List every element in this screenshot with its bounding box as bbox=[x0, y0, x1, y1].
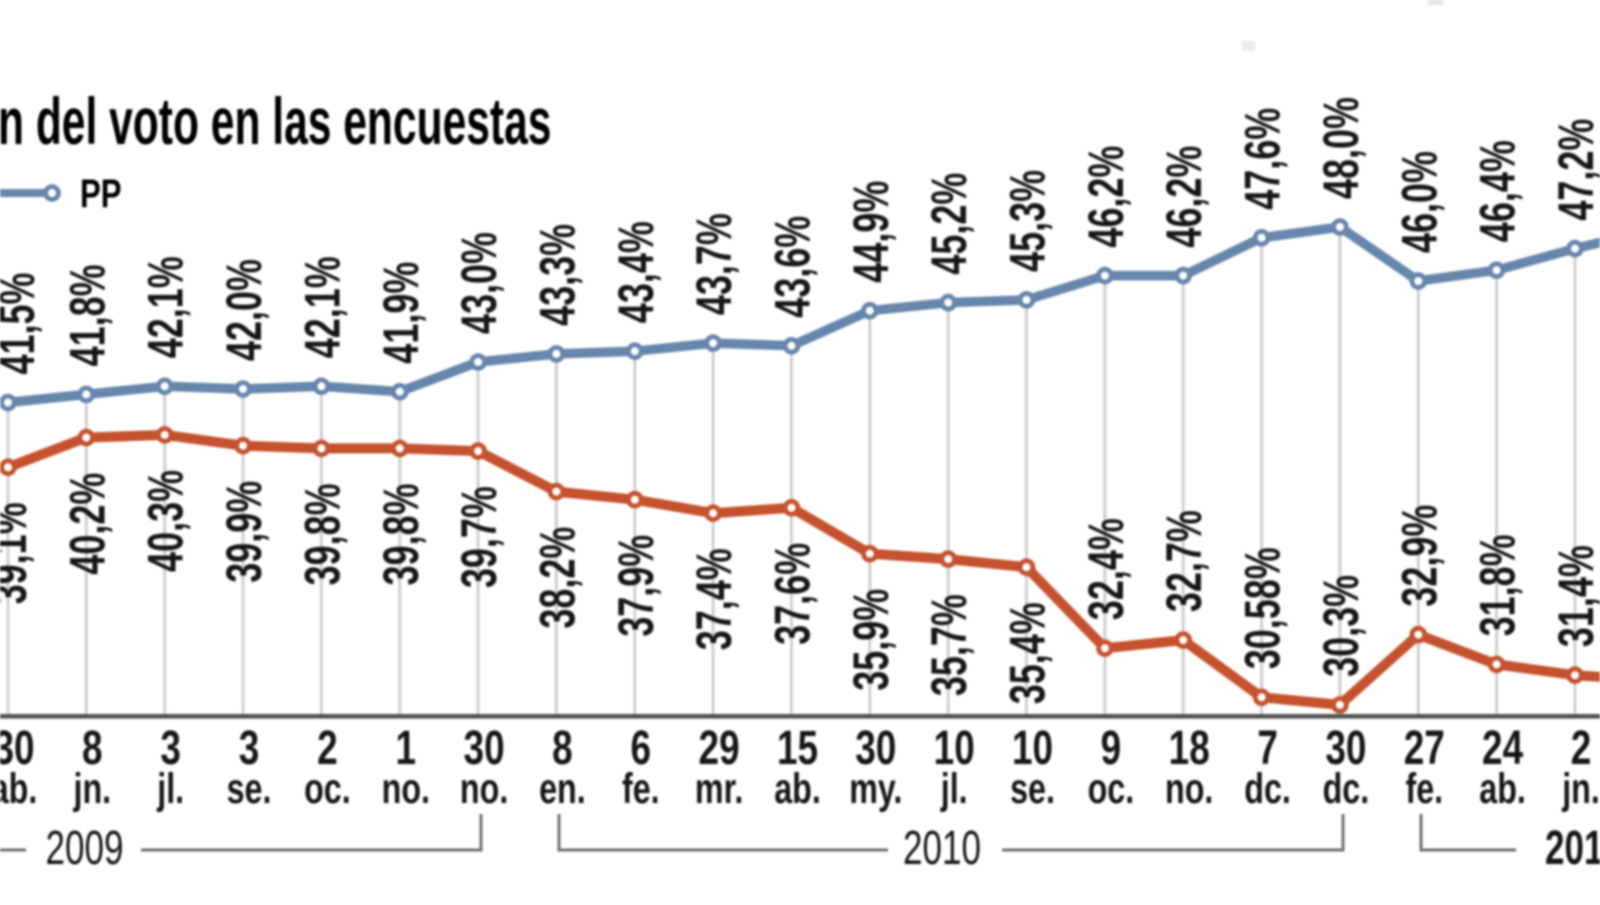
svg-text:no.: no. bbox=[460, 766, 508, 814]
svg-text:39,7%: 39,7% bbox=[452, 486, 507, 588]
svg-text:30: 30 bbox=[1325, 721, 1366, 775]
svg-text:8: 8 bbox=[552, 721, 573, 775]
svg-text:42,1%: 42,1% bbox=[139, 256, 194, 358]
svg-text:47,6%: 47,6% bbox=[1236, 108, 1291, 210]
svg-text:35,9%: 35,9% bbox=[844, 589, 899, 691]
svg-text:46,0%: 46,0% bbox=[1393, 151, 1448, 253]
svg-text:43,7%: 43,7% bbox=[687, 213, 742, 315]
svg-text:32,9%: 32,9% bbox=[1393, 505, 1448, 607]
svg-text:38,2%: 38,2% bbox=[531, 527, 586, 629]
svg-text:45,3%: 45,3% bbox=[1001, 170, 1056, 272]
svg-text:47,2%: 47,2% bbox=[1549, 119, 1600, 221]
svg-text:2009: 2009 bbox=[46, 821, 124, 875]
svg-text:18: 18 bbox=[1169, 721, 1210, 775]
svg-text:2011: 2011 bbox=[1545, 821, 1600, 875]
svg-text:se.: se. bbox=[1010, 766, 1055, 814]
svg-text:2: 2 bbox=[1571, 721, 1592, 775]
svg-text:8: 8 bbox=[82, 721, 103, 775]
svg-text:24: 24 bbox=[1482, 721, 1523, 775]
svg-text:40,2%: 40,2% bbox=[61, 473, 116, 575]
svg-text:10: 10 bbox=[1012, 721, 1053, 775]
svg-text:7: 7 bbox=[1257, 721, 1278, 775]
svg-text:30: 30 bbox=[0, 721, 35, 775]
svg-text:43,4%: 43,4% bbox=[609, 221, 664, 323]
svg-text:31,8%: 31,8% bbox=[1471, 534, 1526, 636]
svg-text:46,4%: 46,4% bbox=[1471, 140, 1526, 242]
svg-text:37,4%: 37,4% bbox=[687, 548, 742, 650]
svg-text:30: 30 bbox=[464, 721, 505, 775]
svg-text:43,3%: 43,3% bbox=[531, 224, 586, 326]
svg-text:30,58%: 30,58% bbox=[1236, 547, 1291, 669]
svg-text:ab.: ab. bbox=[1479, 766, 1526, 814]
svg-text:44,9%: 44,9% bbox=[844, 181, 899, 283]
svg-text:oc.: oc. bbox=[1088, 766, 1135, 814]
svg-text:9: 9 bbox=[1101, 721, 1122, 775]
svg-text:jn.: jn. bbox=[73, 766, 111, 814]
svg-text:fe.: fe. bbox=[622, 766, 660, 814]
svg-text:2: 2 bbox=[317, 721, 338, 775]
svg-text:6: 6 bbox=[631, 721, 652, 775]
svg-text:n del voto en las encuestas: n del voto en las encuestas bbox=[0, 85, 551, 159]
svg-text:27: 27 bbox=[1404, 721, 1445, 775]
svg-text:48,0%: 48,0% bbox=[1314, 97, 1369, 199]
svg-text:3: 3 bbox=[160, 721, 181, 775]
svg-text:31,4%: 31,4% bbox=[1549, 545, 1600, 647]
svg-text:en.: en. bbox=[539, 766, 586, 814]
svg-text:ab.: ab. bbox=[774, 766, 821, 814]
svg-text:PP: PP bbox=[80, 171, 122, 216]
svg-text:jl.: jl. bbox=[940, 766, 968, 814]
svg-text:se.: se. bbox=[227, 766, 272, 814]
svg-text:41,9%: 41,9% bbox=[374, 262, 429, 364]
svg-text:39,8%: 39,8% bbox=[296, 483, 351, 585]
svg-text:2010: 2010 bbox=[903, 821, 981, 875]
svg-text:mr.: mr. bbox=[695, 766, 743, 814]
svg-text:29: 29 bbox=[699, 721, 740, 775]
svg-text:ab.: ab. bbox=[0, 766, 37, 814]
svg-text:1: 1 bbox=[396, 721, 417, 775]
svg-text:32,4%: 32,4% bbox=[1079, 518, 1134, 620]
svg-text:fe.: fe. bbox=[1405, 766, 1443, 814]
svg-text:no.: no. bbox=[1165, 766, 1213, 814]
svg-text:37,6%: 37,6% bbox=[766, 543, 821, 645]
svg-text:3: 3 bbox=[239, 721, 260, 775]
svg-text:oc.: oc. bbox=[304, 766, 351, 814]
svg-text:30,3%: 30,3% bbox=[1314, 575, 1369, 677]
svg-text:15: 15 bbox=[777, 721, 818, 775]
svg-text:46,2%: 46,2% bbox=[1079, 146, 1134, 248]
svg-text:39,9%: 39,9% bbox=[217, 481, 272, 583]
svg-text:39,1%: 39,1% bbox=[0, 502, 37, 604]
svg-text:39,8%: 39,8% bbox=[374, 483, 429, 585]
svg-text:42,0%: 42,0% bbox=[217, 259, 272, 361]
svg-text:32,7%: 32,7% bbox=[1158, 510, 1213, 612]
svg-text:43,6%: 43,6% bbox=[766, 216, 821, 318]
svg-text:dc.: dc. bbox=[1244, 766, 1291, 814]
svg-text:35,7%: 35,7% bbox=[923, 594, 978, 696]
svg-text:jn.: jn. bbox=[1561, 766, 1599, 814]
svg-text:41,5%: 41,5% bbox=[0, 272, 45, 374]
svg-text:37,9%: 37,9% bbox=[609, 535, 664, 637]
svg-text:45,2%: 45,2% bbox=[923, 173, 978, 275]
svg-text:jl.: jl. bbox=[156, 766, 184, 814]
svg-text:35,4%: 35,4% bbox=[1001, 602, 1056, 704]
svg-text:30: 30 bbox=[855, 721, 896, 775]
svg-text:41,8%: 41,8% bbox=[61, 264, 116, 366]
svg-text:10: 10 bbox=[934, 721, 975, 775]
svg-text:46,2%: 46,2% bbox=[1158, 146, 1213, 248]
svg-text:42,1%: 42,1% bbox=[296, 256, 351, 358]
svg-text:my.: my. bbox=[849, 766, 902, 814]
svg-text:no.: no. bbox=[382, 766, 430, 814]
svg-text:43,0%: 43,0% bbox=[452, 232, 507, 334]
svg-text:40,3%: 40,3% bbox=[139, 470, 194, 572]
svg-text:dc.: dc. bbox=[1323, 766, 1370, 814]
